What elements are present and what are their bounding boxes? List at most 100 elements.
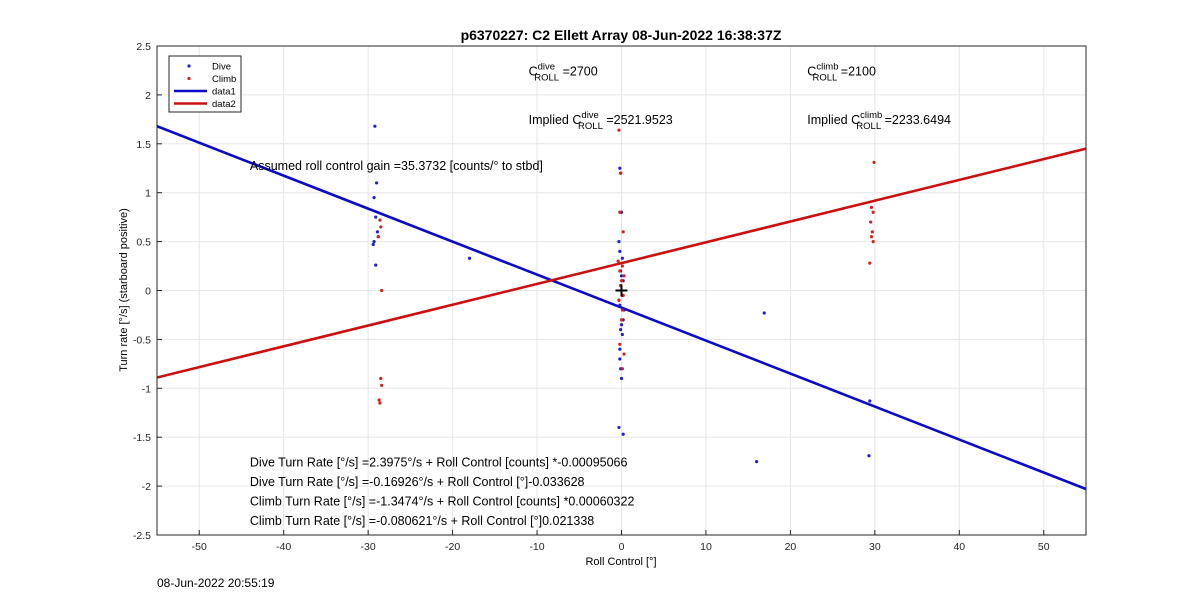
dive-point [618,347,622,351]
fit-line-data2 [157,147,1086,379]
climb-point [377,398,381,402]
climb-point [871,210,875,214]
x-tick-label: -20 [445,541,460,553]
climb-point [619,171,623,175]
climb-point [379,376,383,381]
climb-point [620,308,624,312]
y-tick-label: -2.5 [133,530,151,542]
y-axis-label: Turn rate [°/s] (starboard positive) [118,208,130,372]
legend-marker-climb [187,76,191,81]
print-timestamp: 08-Jun-2022 20:55:19 [157,576,275,590]
dive-point [618,166,622,170]
y-tick-label: -2 [142,481,151,493]
dive-point [762,311,766,315]
dive-point [618,357,622,361]
climb-point [869,205,874,209]
y-tick-label: 2.5 [136,41,151,53]
chart-title: p6370227: C2 Ellett Array 08-Jun-2022 16… [461,27,782,43]
fit-line-data1 [157,124,1086,491]
dive-point [619,328,623,332]
climb-point [617,128,621,132]
climb-point [378,218,382,222]
dive-point [620,256,624,260]
annotation-gain: Assumed roll control gain =35.3732 [coun… [250,159,543,173]
climb-point [870,230,874,234]
legend-label-data2: data2 [212,99,236,110]
dive-point [618,303,622,307]
dive-point [619,323,624,327]
legend-label-dive: Dive [212,62,231,73]
dive-point [374,263,378,267]
x-tick-label: 10 [700,541,712,553]
annotation-c_dive: Cdive ROLL =2700 [529,61,598,83]
annotation-fit2: Dive Turn Rate [°/s] =-0.16926°/s + Roll… [250,475,585,489]
y-tick-label: -1.5 [133,432,151,444]
climb-point [620,264,624,268]
climb-point [619,279,624,283]
climb-point [622,274,626,278]
climb-point [376,235,380,239]
dive-point [372,240,376,244]
x-tick-label: 40 [953,541,965,553]
dive-point [868,399,872,403]
x-tick-label: -50 [192,541,207,553]
x-tick-label: 0 [619,541,625,553]
annotation-c_climb: Cclimb ROLL =2100 [807,61,876,83]
climb-point [869,220,873,224]
dive-point [375,230,380,234]
y-tick-label: 0 [145,286,151,298]
dive-point [372,195,376,200]
x-tick-label: 50 [1038,541,1050,553]
plot-area: -50 -40 -30 -20 -10 0 10 20 30 40 50-2.5-2-1.5-1-0… [133,41,1087,553]
annotation-fit3: Climb Turn Rate [°/s] =-1.3474°/s + Roll… [250,495,635,509]
climb-point [622,352,626,356]
dive-point [618,249,622,253]
legend-marker-dive [187,64,191,68]
dive-point [619,376,624,381]
climb-point [620,367,624,371]
climb-point [380,383,384,387]
y-tick-label: 1 [145,188,151,200]
annotation-implied_dive: Implied Cdive ROLL =2521.9523 [529,110,673,132]
axes-box [156,45,1087,536]
y-tick-label: -1 [142,383,151,395]
annotation-fit1: Dive Turn Rate [°/s] =2.3975°/s + Roll C… [250,456,628,470]
dive-point [371,242,375,247]
climb-point [872,160,876,164]
climb-point [619,318,624,322]
y-tick-label: 0.5 [136,237,151,249]
x-tick-label: -30 [361,541,376,553]
dive-point [467,256,472,260]
x-tick-label: 30 [869,541,881,553]
dive-point [621,432,625,436]
x-tick-label: -40 [276,541,291,553]
climb-point [378,401,382,405]
legend-label-data1: data1 [212,87,236,98]
origin-plus-marker [615,284,628,297]
climb-point [616,259,620,263]
climb-point [868,261,872,265]
climb-point [379,225,383,229]
dive-point [617,240,621,244]
dive-point [619,274,624,278]
y-tick-label: -0.5 [133,334,151,346]
x-tick-label: 20 [785,541,797,553]
y-tick-label: 1.5 [136,139,151,151]
climb-point [618,210,622,214]
dive-point [755,460,759,464]
climb-point [871,240,875,244]
dive-point [617,425,621,430]
legend-label-climb: Climb [212,74,236,85]
annotation-fit4: Climb Turn Rate [°/s] =-0.080621°/s + Ro… [250,514,594,528]
annotation-implied_climb: Implied Cclimb ROLL =2233.6494 [807,110,951,132]
climb-point [618,269,622,273]
climb-point [621,230,625,234]
climb-point [869,235,874,239]
climb-point [618,342,622,346]
dive-point [620,332,624,337]
x-axis-label: Roll Control [°] [585,556,656,568]
dive-point [374,181,379,185]
y-tick-label: 2 [145,90,151,102]
